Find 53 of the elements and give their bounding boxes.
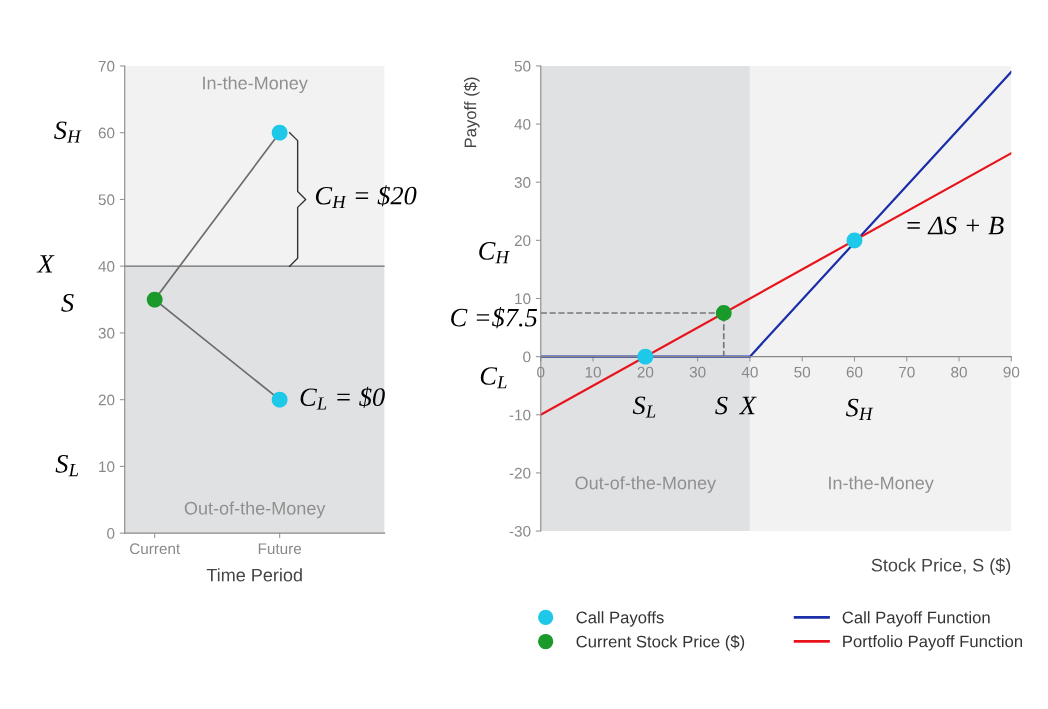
legend-label: Call Payoffs [576,611,664,627]
y-tick-label: 10 [515,293,531,305]
text: C$_{L}$ [480,367,507,389]
annotation: C$_{H}$ = $20 [315,185,417,208]
y-tick-label: 40 [98,261,115,272]
y-tick-label: 40 [514,118,531,130]
text: C =$7.5 [451,307,538,329]
legend-label: Call Payoff Function [842,611,990,627]
y-tick-label: 30 [514,177,531,188]
annotation: S$_{H}$ [845,398,874,420]
x-tick-label: Future [258,543,302,555]
band-label: Out-of-the-Money [575,476,717,493]
annotation: C$_{L}$ = $0 [300,386,385,410]
ref-line-label: X [36,255,55,273]
y-tick-label: 10 [99,461,115,473]
x-tick-label: 50 [794,366,811,378]
text: S [61,294,74,312]
legend-label: Current Stock Price ($) [576,635,745,651]
x-tick-label: 60 [846,366,863,378]
y-tick-label: -30 [509,525,531,537]
x-tick-label: 80 [951,366,967,378]
text: C$_{H}$ [479,242,510,264]
x-tick-label: 90 [1003,366,1020,378]
text: S$_{H}$ [54,121,82,143]
y-tick-label: 50 [514,60,531,72]
band-label: Out-of-the-Money [184,501,326,519]
x-tick-label: 70 [899,366,915,378]
x-tick-label: 20 [637,366,654,378]
y-tick-label: 0 [523,351,531,363]
x-tick-label: 10 [585,366,601,378]
band-label: In-the-Money [829,476,934,493]
y-tick-label: 20 [98,394,115,406]
y-tick-label: 0 [107,528,115,539]
x-tick-label: 30 [689,366,706,378]
y-tick-label: 50 [98,194,115,206]
x-tick-label: 40 [741,366,758,378]
annotation: = ΔS + B [907,216,1004,235]
legend-label: Portfolio Payoff Function [843,635,1023,651]
y-tick-label: -10 [509,409,531,421]
annotation: S [715,396,728,415]
y-tick-label: 20 [514,235,531,247]
annotation: X [738,396,757,415]
y-tick-label: 70 [98,60,115,72]
y-axis-title: Payoff ($) [463,77,480,148]
y-tick-label: 60 [98,127,115,139]
band-label: In-the-Money [203,76,308,94]
text: S$_{L}$ [55,455,79,477]
annotation: S$_{L}$ [632,396,656,418]
x-axis-title: Time Period [206,568,302,582]
x-tick-label: Current [130,543,181,555]
y-tick-label: -20 [509,467,531,479]
y-tick-label: 30 [98,327,115,339]
x-axis-title: Stock Price, S ($) [871,558,1011,576]
